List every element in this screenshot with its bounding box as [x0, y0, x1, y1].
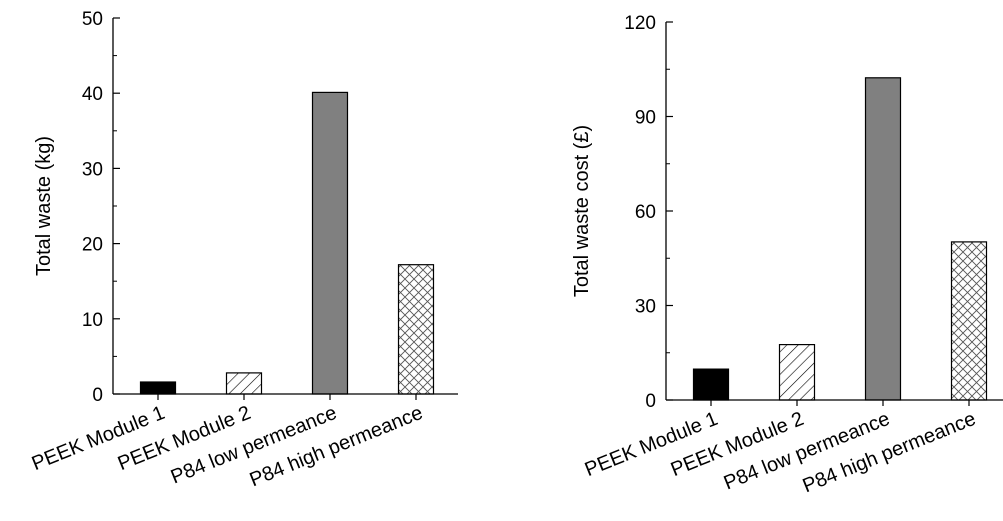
bar-p84-high-permeance: [950, 241, 988, 401]
bar-p84-low-permeance: [864, 77, 902, 401]
y-tick-label: 0: [92, 385, 103, 406]
y-tick-label: 20: [82, 235, 103, 256]
y-tick-label: 60: [635, 202, 656, 223]
y-tick-label: 40: [82, 84, 103, 105]
y-tick-label: 10: [82, 310, 103, 331]
bar-peek-module-2: [225, 372, 263, 395]
y-tick-label: 120: [624, 13, 656, 34]
y-tick-label: 90: [635, 108, 656, 129]
bar-peek-module-2: [778, 344, 816, 401]
y-tick-label: 30: [82, 159, 103, 180]
bar-peek-module-1: [139, 381, 177, 395]
y-tick-label: 0: [645, 391, 656, 412]
y-axis-title: Total waste (kg): [33, 136, 55, 276]
y-tick-label: 50: [82, 9, 103, 30]
bar-p84-low-permeance: [311, 91, 349, 395]
y-tick-label: 30: [635, 297, 656, 318]
bar-peek-module-1: [692, 368, 730, 401]
bar-p84-high-permeance: [397, 264, 435, 395]
y-axis-title: Total waste cost (£): [571, 125, 593, 297]
